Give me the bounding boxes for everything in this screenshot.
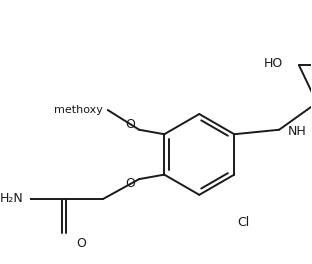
Text: H₂N: H₂N bbox=[0, 192, 23, 205]
Text: O: O bbox=[76, 237, 86, 249]
Text: O: O bbox=[125, 177, 135, 190]
Text: methoxy: methoxy bbox=[54, 105, 103, 115]
Text: O: O bbox=[125, 118, 135, 131]
Text: HO: HO bbox=[264, 57, 283, 70]
Text: NH: NH bbox=[288, 125, 307, 138]
Text: Cl: Cl bbox=[237, 216, 249, 229]
